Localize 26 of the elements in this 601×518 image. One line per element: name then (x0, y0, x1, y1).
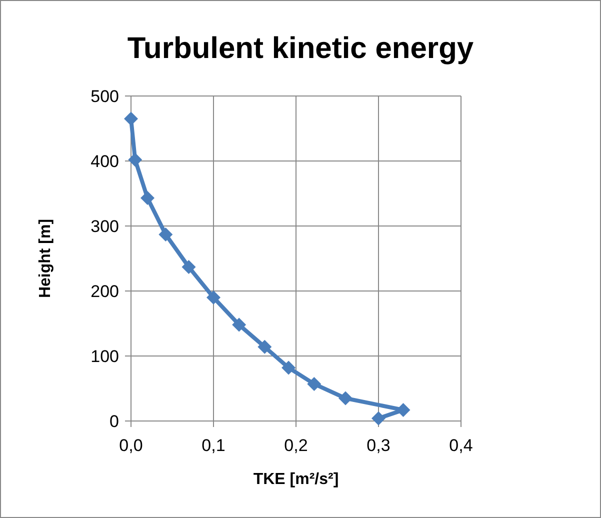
y-tick-label: 300 (90, 216, 119, 236)
x-tick-label: 0,3 (366, 436, 390, 455)
y-tick-label: 500 (90, 86, 119, 106)
y-tick-label: 0 (110, 412, 119, 431)
chart-title: Turbulent kinetic energy (127, 32, 474, 65)
x-tick-label: 0,4 (449, 436, 473, 455)
point (158, 227, 173, 242)
x-axis-title: TKE [m²/s²] (253, 471, 339, 488)
point (307, 376, 322, 391)
point (338, 391, 352, 406)
point (128, 152, 142, 167)
y-tick-label: 400 (90, 152, 119, 171)
point (282, 360, 296, 375)
x-tick-label: 0,1 (202, 436, 226, 455)
point (258, 340, 272, 354)
y-axis-title: Height [m] (37, 218, 54, 298)
point (182, 260, 196, 274)
x-tick-label: 0,0 (119, 436, 143, 455)
point (124, 112, 138, 126)
point (140, 191, 154, 206)
x-tick-label: 0,2 (284, 436, 308, 455)
y-tick-label: 100 (90, 346, 119, 366)
point (206, 290, 220, 304)
point (372, 411, 386, 426)
point (232, 318, 246, 332)
y-tick-label: 200 (90, 282, 119, 301)
